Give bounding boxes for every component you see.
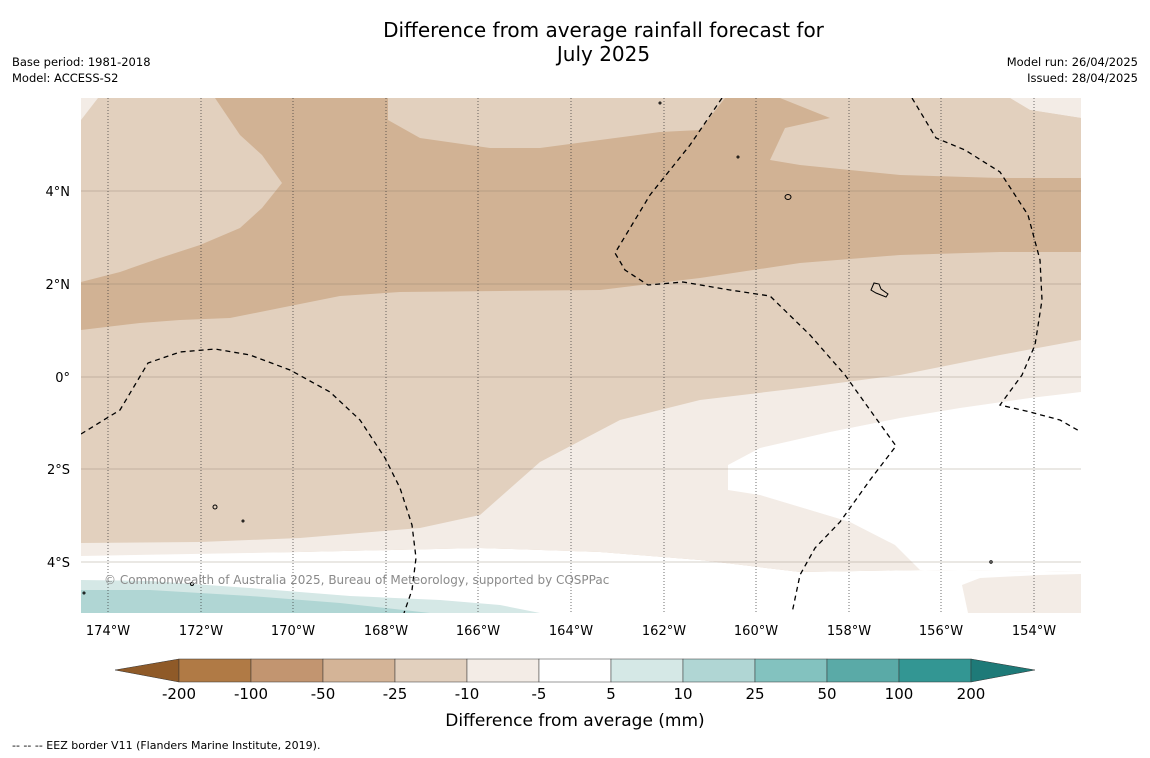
- lon-label: 158°W: [827, 624, 871, 639]
- colorbar-tick-label: 25: [745, 685, 764, 703]
- colorbar-segment: [682, 658, 756, 683]
- lat-label: 2°S: [47, 463, 70, 478]
- base-period: Base period: 1981-2018: [12, 55, 151, 69]
- colorbar-tick-label: -200: [162, 685, 196, 703]
- colorbar-tick-label: -50: [311, 685, 336, 703]
- colorbar-segment: [178, 658, 252, 683]
- lon-label: 172°W: [179, 624, 223, 639]
- colorbar-segments: [178, 658, 972, 683]
- lon-label: 166°W: [456, 624, 500, 639]
- copyright-text: © Commonwealth of Australia 2025, Bureau…: [104, 573, 609, 587]
- lat-label: 0°: [55, 371, 70, 386]
- anomaly-region-near-zero-east: [728, 392, 1081, 572]
- model-run: Model run: 26/04/2025: [1006, 55, 1138, 69]
- meta-left: Base period: 1981-2018 Model: ACCESS-S2: [12, 54, 151, 86]
- lon-label: 160°W: [734, 624, 778, 639]
- colorbar-tick-label: -10: [455, 685, 480, 703]
- anomaly-patch-nw: [81, 98, 98, 120]
- colorbar-tick-label: -100: [234, 685, 268, 703]
- lat-label: 4°S: [47, 556, 70, 571]
- lon-label: 154°W: [1012, 624, 1056, 639]
- lon-label: 170°W: [271, 624, 315, 639]
- colorbar-tick-label: 5: [606, 685, 616, 703]
- issued-date: Issued: 28/04/2025: [1027, 71, 1138, 85]
- lon-label: 168°W: [364, 624, 408, 639]
- eez-borders: [81, 98, 1081, 613]
- colorbar-segment: [754, 658, 828, 683]
- colorbar-segment: [538, 658, 612, 683]
- anomaly-patch-ne: [1010, 98, 1081, 118]
- colorbar-tick-label: 100: [885, 685, 914, 703]
- lat-label: 2°N: [46, 278, 71, 293]
- lon-label: 164°W: [549, 624, 593, 639]
- colorbar-tick-label: 50: [817, 685, 836, 703]
- anomaly-region-minus25: [81, 98, 1081, 330]
- anomaly-region-plus10: [81, 590, 430, 613]
- lon-label: 174°W: [86, 624, 130, 639]
- colorbar: -200 -100 -50 -25 -10 -5 5 10 25 50 100 200 Differe…: [114, 658, 1036, 731]
- colorbar-tick-label: -5: [532, 685, 547, 703]
- colorbar-tick-label: 10: [673, 685, 692, 703]
- longitude-labels: 174°W 172°W 170°W 168°W 166°W 164°W 162°…: [86, 624, 1056, 639]
- lon-label: 162°W: [642, 624, 686, 639]
- colorbar-segment: [466, 658, 540, 683]
- colorbar-segment: [322, 658, 396, 683]
- latitude-gridlines: [81, 190, 1081, 563]
- islands: [82, 101, 993, 595]
- anomaly-patch-se: [962, 574, 1081, 613]
- colorbar-tick-labels: -200 -100 -50 -25 -10 -5 5 10 25 50 100 200: [162, 685, 985, 703]
- colorbar-extend-low: [114, 658, 180, 683]
- colorbar-segment: [898, 658, 972, 683]
- lat-label: 4°N: [46, 185, 71, 200]
- lon-label: 156°W: [919, 624, 963, 639]
- colorbar-segment: [250, 658, 324, 683]
- eez-footnote: -- -- -- EEZ border V11 (Flanders Marine…: [12, 739, 321, 752]
- model-name: Model: ACCESS-S2: [12, 71, 119, 85]
- colorbar-tick-label: 200: [957, 685, 986, 703]
- colorbar-tick-label: -25: [383, 685, 408, 703]
- map-panel: © Commonwealth of Australia 2025, Bureau…: [81, 98, 1081, 613]
- title-line-2: July 2025: [556, 42, 651, 66]
- colorbar-title: Difference from average (mm): [445, 711, 704, 731]
- latitude-labels: 4°N 2°N 0° 2°S 4°S: [46, 185, 71, 571]
- meta-right: Model run: 26/04/2025 Issued: 28/04/2025: [1007, 54, 1138, 86]
- colorbar-segment: [826, 658, 900, 683]
- colorbar-segment: [394, 658, 468, 683]
- map-title: Difference from average rainfall forecas…: [0, 18, 1150, 66]
- colorbar-segment: [610, 658, 684, 683]
- title-line-1: Difference from average rainfall forecas…: [383, 18, 824, 42]
- colorbar-extend-high: [970, 658, 1036, 683]
- longitude-gridlines: [107, 98, 1035, 613]
